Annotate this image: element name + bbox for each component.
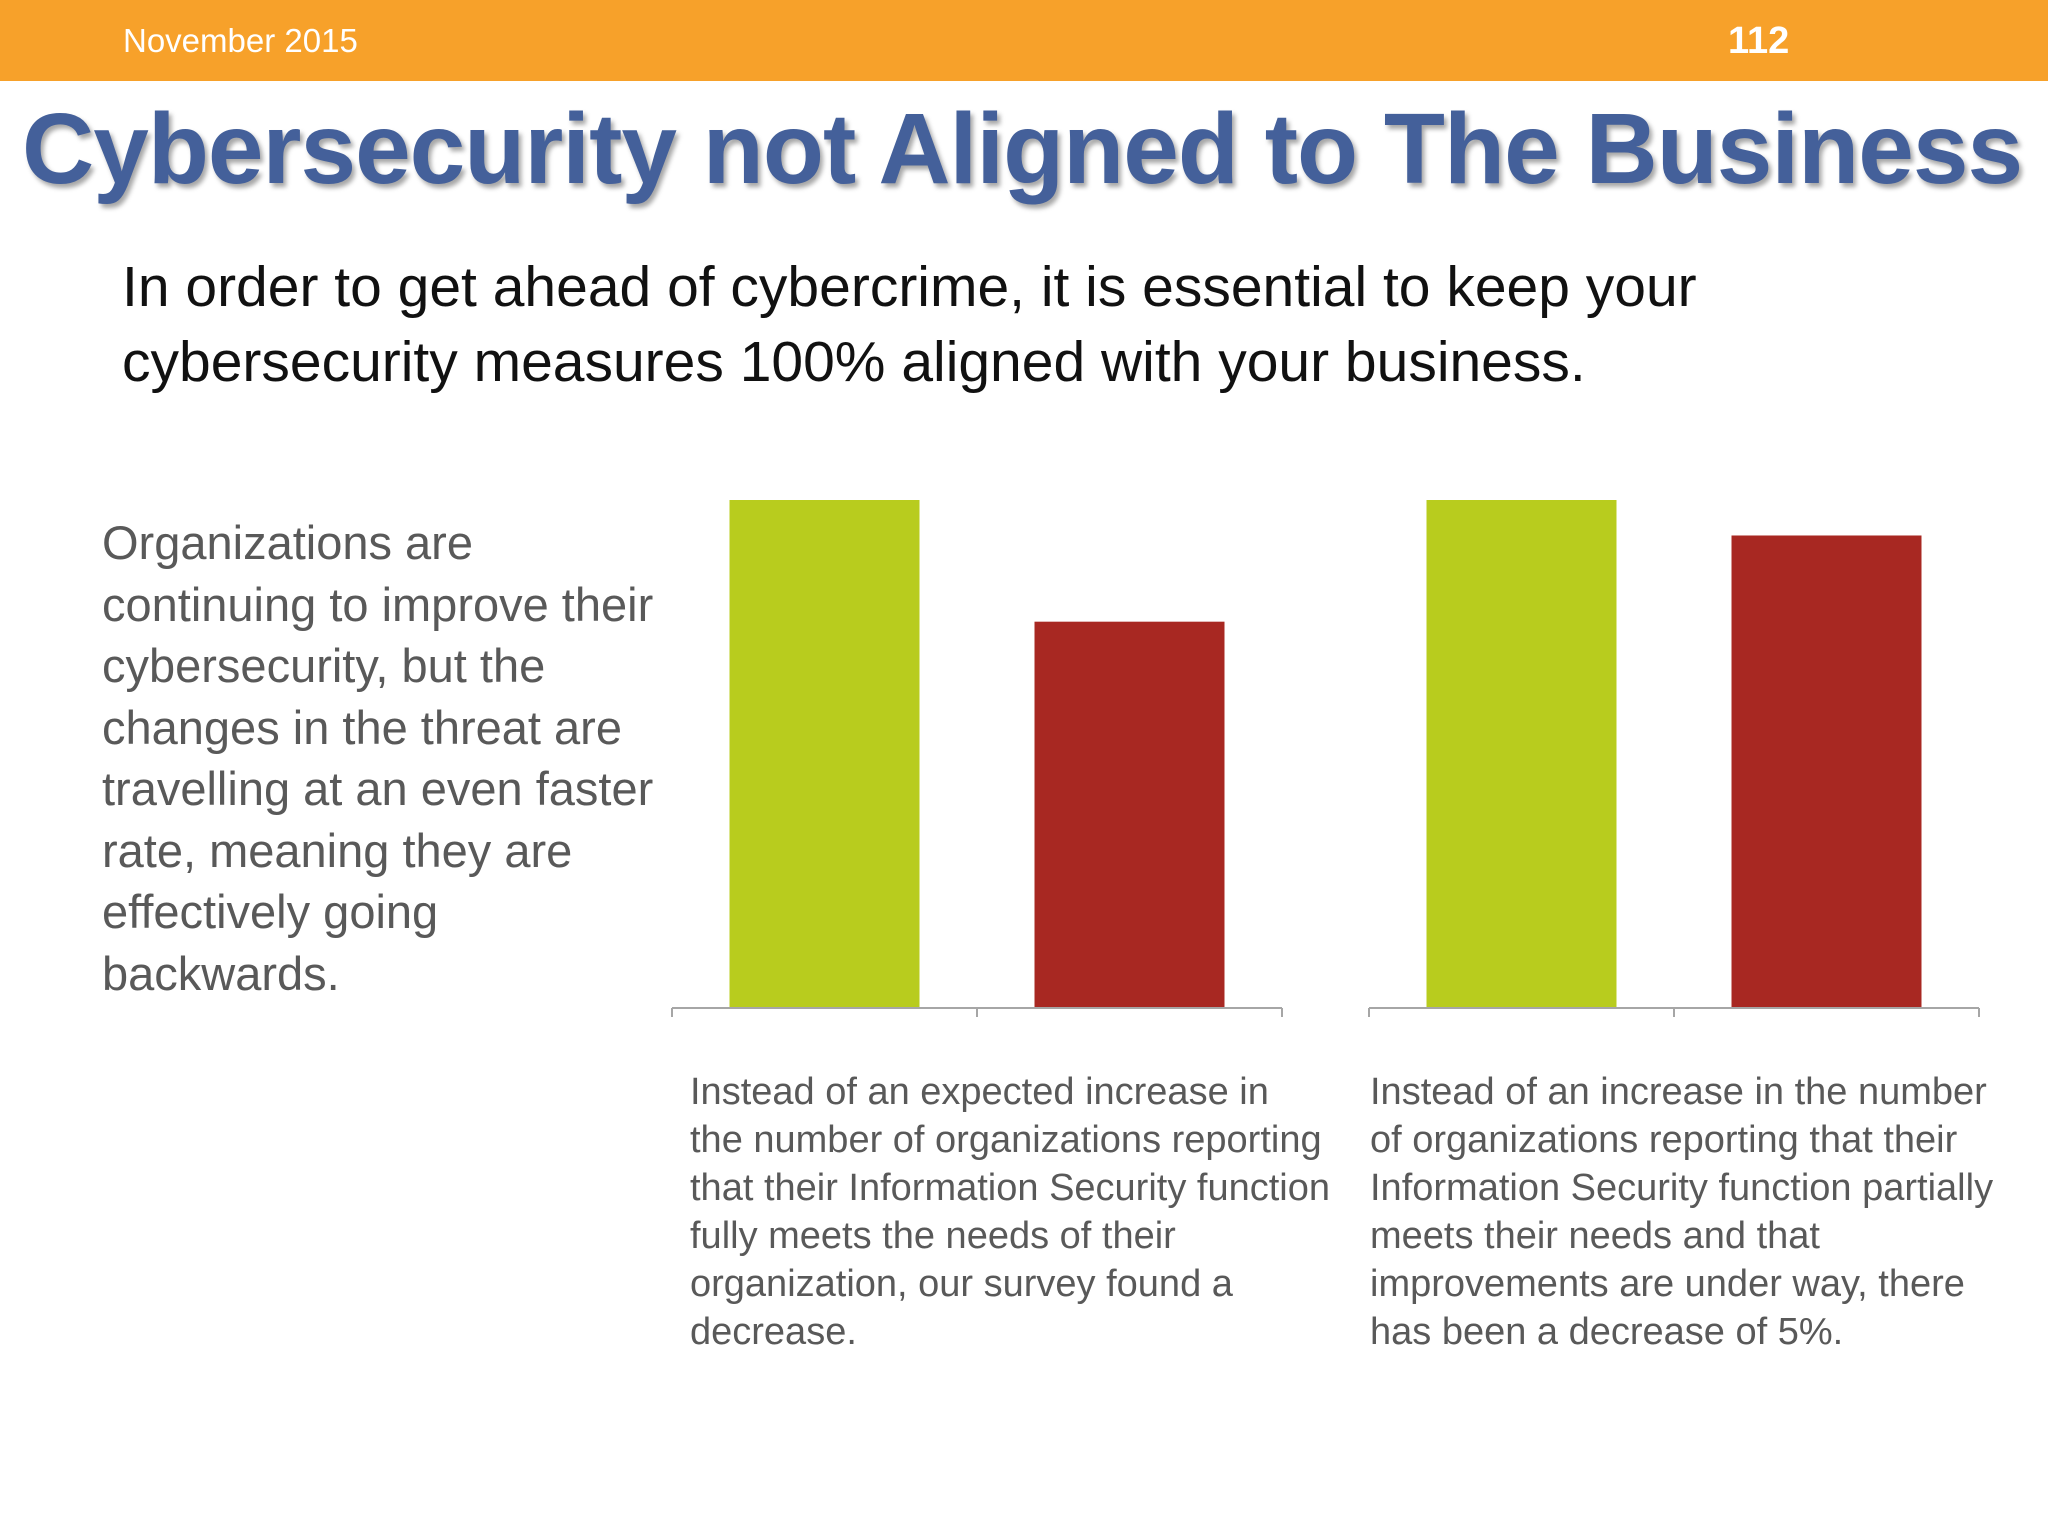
chart-caption-partially-meets: Instead of an increase in the number of …: [1370, 1071, 1994, 1353]
chart-fully-meets: [668, 480, 1288, 1020]
chart-partially-meets: [1365, 480, 1985, 1020]
header-bar: November 2015 112: [0, 0, 2048, 81]
bar-red: [1731, 535, 1922, 1007]
header-date: November 2015: [123, 22, 358, 59]
chart-caption-fully-meets: Instead of an expected increase in the n…: [690, 1071, 1330, 1353]
bar-green: [729, 500, 920, 1007]
lead-text: In order to get ahead of cybercrime, it …: [122, 255, 1697, 394]
bar-red: [1034, 621, 1225, 1007]
bar-green: [1426, 500, 1617, 1007]
chart-svg-partially-meets: [1368, 500, 1980, 1017]
page-number: 112: [1728, 20, 1790, 62]
chart-svg-fully-meets: [671, 500, 1283, 1017]
slide-title: Cybersecurity not Aligned to The Busines…: [22, 93, 2023, 205]
side-text: Organizations are continuing to improve …: [102, 516, 654, 1000]
